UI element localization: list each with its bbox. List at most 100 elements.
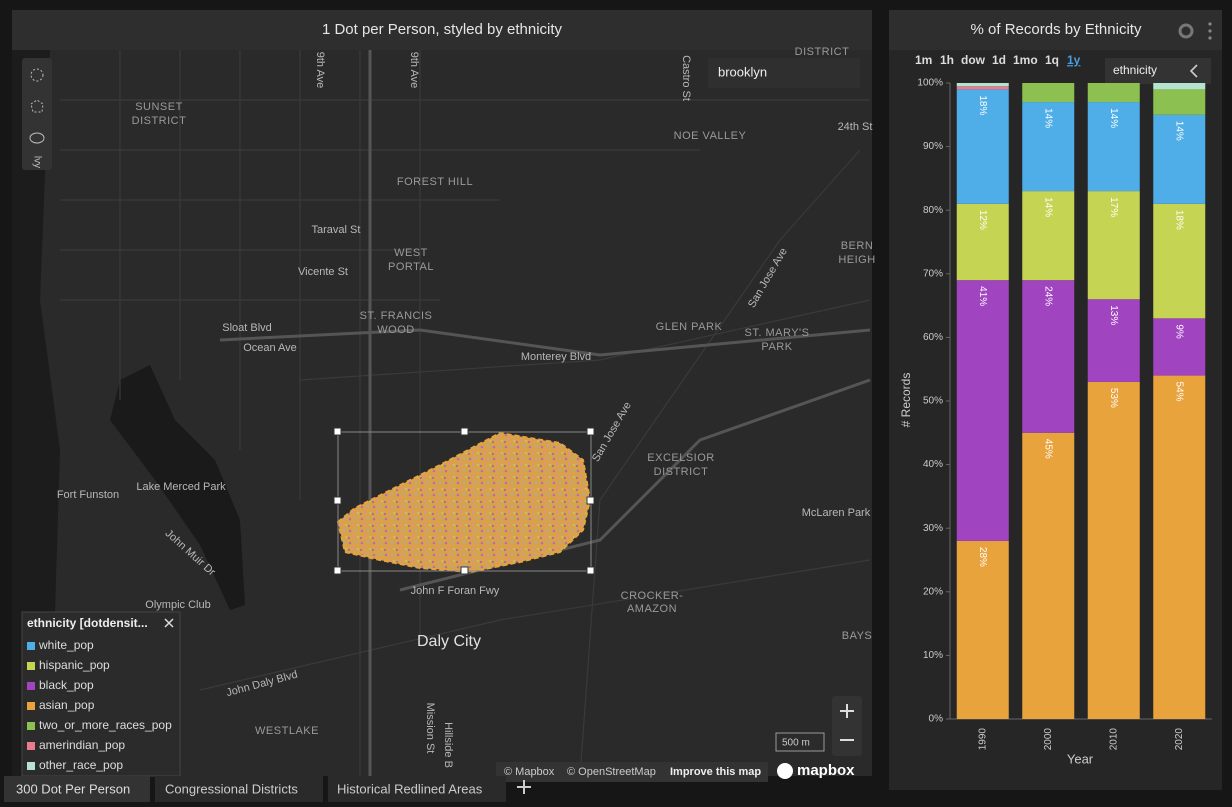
map-label: ST. MARY'S [745,327,810,339]
tab[interactable] [328,776,506,802]
time-button[interactable]: 1y [1067,53,1081,67]
map-label: McLaren Park [802,507,871,519]
legend-swatch [27,762,35,770]
legend-label: black_pop [39,678,94,692]
map-label: Monterey Blvd [521,351,591,363]
y-tick-label: 80% [923,205,943,216]
attribution-bar [496,762,768,782]
time-button[interactable]: 1h [940,53,954,67]
time-button[interactable]: 1q [1045,53,1059,67]
map-label: BAYS [842,630,873,642]
value-label: 13% [1108,305,1119,325]
map-label: SUNSET [135,101,183,113]
legend-swatch [27,742,35,750]
tab[interactable] [155,776,323,802]
map-label: 24th St [838,121,873,133]
bar-segment [1153,375,1206,719]
attribution[interactable]: © OpenStreetMap [567,766,656,778]
lasso-tool[interactable] [29,132,45,144]
legend-swatch [27,642,35,650]
legend-title: ethnicity [dotdensit... [27,616,148,630]
y-tick-label: 90% [923,141,943,152]
map-label: Daly City [417,633,481,650]
search-text: brooklyn [718,64,767,79]
zoom-control [832,696,862,756]
value-label: 14% [1108,108,1119,128]
map-label: AMAZON [627,603,677,615]
time-button[interactable]: 1mo [1013,53,1038,67]
bar-segment [1022,191,1075,281]
filter-pill-label: ethnicity [1113,63,1157,77]
bar-chart: 0% 10% 20% 30% 40% 50% 60% 70% 80% 90% 100% # Recor… [899,78,1212,766]
map-label: WEST [394,247,428,259]
filter-pill[interactable] [1105,58,1211,84]
y-tick-label: 30% [923,523,943,534]
x-axis-title: Year [1067,751,1094,766]
add-tab[interactable] [517,780,531,794]
map-label: CROCKER- [621,590,684,602]
bar-segment [1153,318,1206,376]
y-tick-label: 60% [923,332,943,343]
bar-segment [1153,203,1206,319]
x-tick-label: 2010 [1108,728,1119,751]
map-label: BERN [841,240,874,252]
legend-swatch [27,722,35,730]
search-box[interactable] [708,58,860,88]
y-axis-title: # Records [899,373,913,428]
bar-segment [1022,102,1075,192]
zoom-in[interactable] [840,704,854,718]
polygon-tool[interactable] [30,99,44,113]
handles[interactable] [333,427,595,575]
bar-segment [956,83,1009,87]
map-label: WESTLAKE [255,725,319,737]
attribution[interactable]: Improve this map [670,766,761,778]
settings-icon[interactable] [1178,23,1194,39]
value-label: 18% [977,95,988,115]
time-button[interactable]: dow [961,53,986,67]
mapbox-logo: mapbox [797,762,855,779]
selection-polygon[interactable] [336,431,592,574]
legend-swatch [27,702,35,710]
map-label: Castro St [680,55,692,101]
circle-tool[interactable] [30,68,44,82]
menu-icon[interactable] [1208,22,1212,40]
time-button[interactable]: 1m [915,53,932,67]
bar-segment [1022,280,1075,433]
x-tick-label: 2020 [1174,728,1185,751]
tab-label: Congressional Districts [165,781,298,796]
map-label: Sloat Blvd [222,322,272,334]
bar-segment [956,540,1009,719]
y-tick-label: 0% [929,714,944,725]
map-label: Mission St [424,703,436,754]
bar-segment [956,203,1009,281]
value-label: 54% [1174,382,1185,402]
map-label: DISTRICT [132,115,187,127]
value-label: 14% [1043,108,1054,128]
time-button[interactable]: 1d [992,53,1006,67]
map-label: PARK [761,341,792,353]
y-tick-label: 50% [923,396,943,407]
value-label: 12% [977,210,988,230]
mapbox-logo-icon [777,763,793,779]
map-header [12,10,872,50]
collapse-icon[interactable] [1189,64,1198,78]
attribution[interactable]: © Mapbox [504,766,555,778]
tab-label: 300 Dot Per Person [16,781,130,796]
map-label: HEIGH [838,254,875,266]
bar-segment [1153,89,1206,115]
tab-label: Historical Redlined Areas [337,781,483,796]
value-label: 18% [1174,210,1185,230]
map-label: Ocean Ave [243,342,297,354]
legend-label: hispanic_pop [39,658,110,672]
map-label: Olympic Club [145,599,210,611]
map-label: Hillside B [442,722,454,768]
tab[interactable] [4,776,150,802]
legend-label: amerindian_pop [39,738,125,752]
bar-segment [1087,381,1140,719]
map-label: PORTAL [388,261,434,273]
y-tick-label: 100% [917,78,943,89]
value-label: 28% [977,547,988,567]
map-label: GLEN PARK [656,321,723,333]
legend-close[interactable] [164,618,174,628]
